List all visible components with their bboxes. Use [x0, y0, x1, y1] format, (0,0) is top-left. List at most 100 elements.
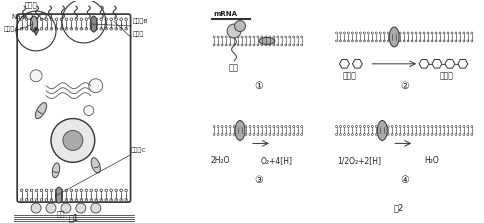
Circle shape: [233, 44, 235, 46]
Circle shape: [438, 133, 440, 135]
Circle shape: [391, 40, 393, 42]
Circle shape: [30, 18, 33, 21]
Circle shape: [351, 133, 353, 135]
Circle shape: [288, 44, 290, 46]
Text: ②: ②: [399, 81, 408, 91]
Circle shape: [80, 18, 82, 21]
Circle shape: [217, 126, 219, 128]
Circle shape: [253, 36, 255, 38]
Circle shape: [454, 40, 456, 42]
Text: ①: ①: [254, 81, 263, 91]
Circle shape: [91, 203, 101, 213]
Circle shape: [438, 32, 440, 34]
Text: 膜蛋白B: 膜蛋白B: [132, 19, 148, 24]
Circle shape: [70, 27, 73, 30]
Circle shape: [264, 133, 266, 135]
Circle shape: [426, 32, 428, 34]
Circle shape: [466, 32, 468, 34]
Circle shape: [105, 199, 107, 201]
Circle shape: [260, 44, 262, 46]
Circle shape: [228, 133, 230, 135]
Circle shape: [233, 133, 235, 135]
Circle shape: [351, 40, 353, 42]
Circle shape: [221, 36, 223, 38]
Circle shape: [366, 32, 369, 34]
Circle shape: [20, 18, 23, 21]
Circle shape: [446, 32, 448, 34]
Circle shape: [347, 40, 349, 42]
Circle shape: [430, 32, 432, 34]
Circle shape: [50, 27, 53, 30]
Circle shape: [90, 18, 92, 21]
Circle shape: [371, 40, 373, 42]
Circle shape: [45, 18, 48, 21]
Circle shape: [410, 126, 412, 128]
Circle shape: [35, 18, 38, 21]
Circle shape: [257, 133, 258, 135]
Circle shape: [212, 126, 215, 128]
Circle shape: [217, 44, 219, 46]
Circle shape: [65, 27, 68, 30]
Circle shape: [20, 189, 23, 192]
Text: 纤维素: 纤维素: [439, 72, 453, 81]
Circle shape: [438, 40, 440, 42]
Circle shape: [466, 40, 468, 42]
Circle shape: [34, 27, 38, 31]
Circle shape: [70, 18, 73, 21]
Circle shape: [422, 40, 424, 42]
Circle shape: [466, 126, 468, 128]
Circle shape: [25, 199, 28, 201]
Circle shape: [248, 36, 250, 38]
Circle shape: [46, 203, 56, 213]
Circle shape: [300, 36, 302, 38]
Circle shape: [434, 40, 436, 42]
Circle shape: [35, 199, 38, 201]
Circle shape: [120, 199, 122, 201]
Ellipse shape: [55, 187, 62, 203]
Circle shape: [268, 133, 270, 135]
Circle shape: [454, 126, 456, 128]
Circle shape: [244, 133, 246, 135]
Circle shape: [60, 199, 62, 201]
Circle shape: [260, 133, 262, 135]
Circle shape: [355, 32, 357, 34]
Ellipse shape: [258, 37, 274, 44]
Circle shape: [422, 133, 424, 135]
Circle shape: [410, 32, 412, 34]
Circle shape: [264, 44, 266, 46]
Circle shape: [241, 36, 242, 38]
Circle shape: [418, 126, 420, 128]
Circle shape: [272, 36, 274, 38]
Circle shape: [233, 126, 235, 128]
Circle shape: [241, 126, 242, 128]
Circle shape: [402, 133, 404, 135]
Circle shape: [234, 21, 245, 31]
Circle shape: [260, 126, 262, 128]
Circle shape: [446, 126, 448, 128]
Ellipse shape: [30, 16, 37, 32]
Circle shape: [470, 32, 472, 34]
Circle shape: [292, 44, 294, 46]
Circle shape: [90, 199, 92, 201]
Circle shape: [359, 32, 361, 34]
Circle shape: [335, 32, 337, 34]
Circle shape: [237, 36, 239, 38]
Circle shape: [442, 126, 444, 128]
Circle shape: [244, 126, 246, 128]
Circle shape: [45, 27, 48, 30]
Circle shape: [120, 18, 122, 21]
Circle shape: [418, 133, 420, 135]
Text: 图2: 图2: [393, 203, 404, 212]
Circle shape: [124, 27, 127, 30]
Circle shape: [386, 133, 389, 135]
Circle shape: [237, 126, 239, 128]
Circle shape: [60, 18, 62, 21]
Circle shape: [300, 126, 302, 128]
Circle shape: [272, 44, 274, 46]
Circle shape: [85, 199, 88, 201]
Circle shape: [217, 36, 219, 38]
Circle shape: [60, 27, 62, 30]
Circle shape: [335, 126, 337, 128]
Circle shape: [30, 199, 33, 201]
Circle shape: [430, 126, 432, 128]
